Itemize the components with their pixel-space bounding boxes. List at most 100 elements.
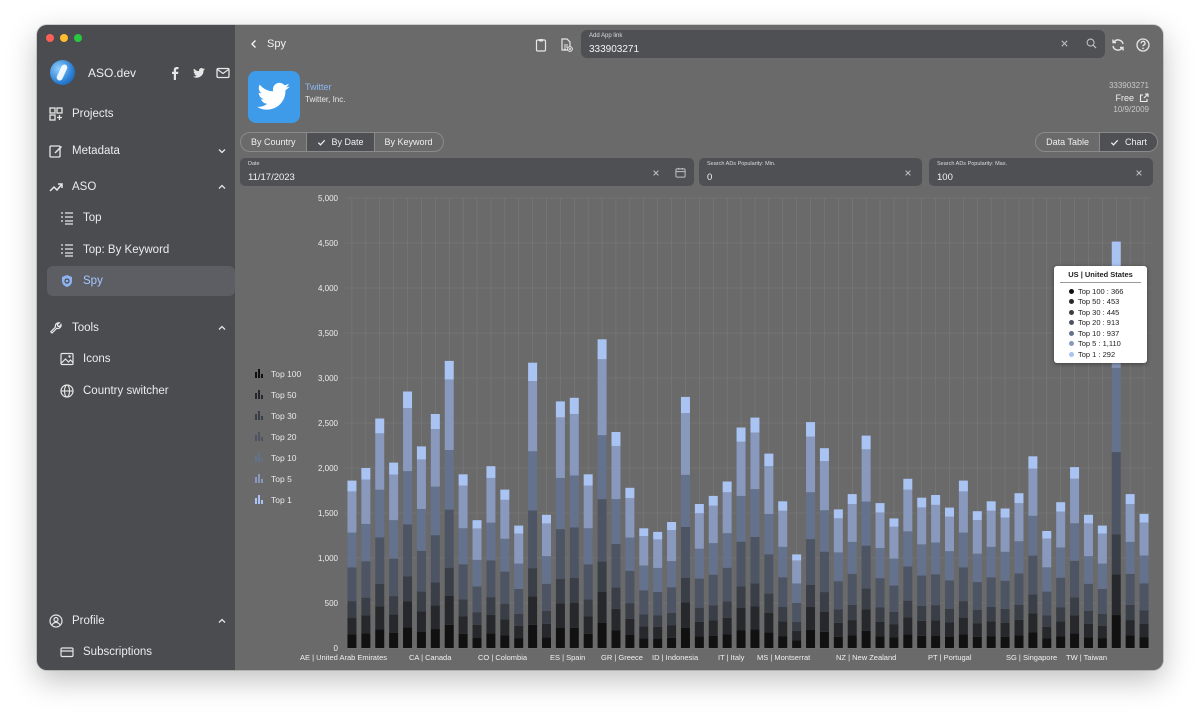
bar-segment: [958, 601, 968, 618]
bar-segment: [833, 636, 843, 648]
bar-segment: [972, 582, 982, 610]
bar-segment: [931, 605, 941, 621]
clipboard-icon[interactable]: [534, 38, 548, 52]
bar-chart-icon: [255, 453, 265, 462]
legend-item[interactable]: Top 5: [255, 468, 301, 489]
bar-segment: [1028, 613, 1038, 633]
bar-segment: [1111, 574, 1121, 616]
sidebar-item-top[interactable]: Top: [47, 203, 235, 233]
bar-chart-icon: [255, 495, 265, 504]
bar-segment: [778, 621, 788, 637]
close-window-button[interactable]: [46, 34, 54, 42]
sidebar-item-projects[interactable]: Projects: [47, 99, 235, 129]
legend-item[interactable]: Top 10: [255, 447, 301, 468]
tab-data-table[interactable]: Data Table: [1036, 133, 1100, 151]
clear-icon[interactable]: [904, 169, 912, 177]
help-icon[interactable]: [1136, 38, 1150, 52]
back-button[interactable]: Spy: [249, 38, 286, 50]
app-developer: Twitter, Inc.: [305, 95, 346, 104]
tab-by-keyword[interactable]: By Keyword: [375, 133, 443, 151]
app-link-field[interactable]: Add App link: [581, 30, 1105, 58]
date-field[interactable]: Date 11/17/2023: [240, 158, 694, 186]
chevron-down-icon[interactable]: [217, 146, 227, 156]
bar-segment: [806, 422, 816, 437]
bar-segment: [680, 577, 690, 603]
bar-segment: [569, 602, 579, 628]
chevron-up-icon[interactable]: [217, 182, 227, 192]
legend-item[interactable]: Top 30: [255, 405, 301, 426]
sidebar-item-aso[interactable]: ASO: [47, 172, 235, 202]
bar-segment: [903, 600, 913, 618]
bar-segment: [931, 495, 941, 505]
app-name-link[interactable]: Twitter: [305, 82, 332, 92]
external-link-icon[interactable]: [1139, 93, 1149, 103]
chevron-up-icon[interactable]: [217, 616, 227, 626]
bar-segment: [1111, 452, 1121, 535]
sidebar-item-subscriptions[interactable]: Subscriptions: [47, 637, 235, 667]
bar-segment: [819, 551, 829, 593]
bar-segment: [1028, 468, 1038, 516]
bar-chart-icon: [255, 432, 265, 441]
bar-segment: [444, 450, 454, 510]
bar-segment: [1111, 367, 1121, 453]
bar-segment: [611, 432, 621, 446]
bar-segment: [903, 634, 913, 648]
clear-icon[interactable]: [1135, 169, 1143, 177]
bar-segment: [416, 446, 426, 460]
chevron-up-icon[interactable]: [217, 323, 227, 333]
bar-segment: [945, 507, 954, 517]
bar-segment: [736, 541, 746, 587]
clear-icon[interactable]: [652, 169, 660, 177]
bar-segment: [542, 523, 551, 557]
sidebar-item-icons[interactable]: Icons: [47, 344, 235, 374]
sidebar-item-profile[interactable]: Profile: [47, 606, 235, 636]
legend-item[interactable]: Top 100: [255, 363, 301, 384]
x-tick-label: ID | Indonesia: [652, 653, 699, 662]
bar-segment: [972, 553, 982, 583]
sidebar-item-top-by-keyword[interactable]: Top: By Keyword: [47, 235, 235, 265]
sidebar-item-tools[interactable]: Tools: [47, 313, 235, 343]
legend-item[interactable]: Top 50: [255, 384, 301, 405]
bar-segment: [1097, 525, 1107, 534]
tab-by-country[interactable]: By Country: [241, 133, 307, 151]
search-icon[interactable]: [1086, 38, 1097, 49]
app-link-input[interactable]: [589, 42, 1029, 56]
bar-segment: [444, 360, 454, 380]
bar-segment: [889, 624, 899, 638]
calendar-icon[interactable]: [675, 167, 686, 178]
shield-icon: [62, 275, 72, 287]
bar-segment: [514, 563, 524, 589]
min-popularity-field[interactable]: Search ADs Popularity: Min. 0: [699, 158, 922, 186]
sidebar-item-country-switcher[interactable]: Country switcher: [47, 376, 235, 406]
tab-chart[interactable]: Chart: [1099, 133, 1157, 151]
twitter-icon[interactable]: [192, 66, 206, 80]
bar-segment: [625, 603, 635, 619]
bar-segment: [861, 545, 871, 589]
clear-icon[interactable]: [1060, 39, 1069, 48]
max-popularity-field[interactable]: Search ADs Popularity: Max. 100: [929, 158, 1153, 186]
zoom-window-button[interactable]: [74, 34, 82, 42]
legend-label: Top 1: [271, 494, 292, 505]
bar-segment: [375, 418, 385, 434]
mail-icon[interactable]: [216, 66, 230, 80]
bar-segment: [1083, 623, 1093, 638]
bar-segment: [583, 599, 593, 617]
bar-segment: [444, 567, 454, 596]
document-add-icon[interactable]: [559, 38, 573, 52]
bar-segment: [611, 587, 621, 609]
sidebar-item-label: Subscriptions: [83, 646, 153, 658]
bar-segment: [528, 596, 538, 625]
tab-by-date[interactable]: By Date: [306, 133, 375, 151]
x-tick-label: IT | Italy: [718, 653, 745, 662]
sidebar-item-metadata[interactable]: Metadata: [47, 136, 235, 166]
facebook-icon[interactable]: [168, 66, 182, 80]
legend-item[interactable]: Top 1: [255, 489, 301, 510]
legend-item[interactable]: Top 20: [255, 426, 301, 447]
bar-segment: [806, 607, 816, 630]
refresh-icon[interactable]: [1111, 38, 1125, 52]
bar-segment: [986, 636, 996, 648]
bar-segment: [778, 546, 788, 578]
sidebar-item-spy[interactable]: Spy: [47, 266, 235, 296]
minimize-window-button[interactable]: [60, 34, 68, 42]
bar-segment: [583, 528, 593, 565]
